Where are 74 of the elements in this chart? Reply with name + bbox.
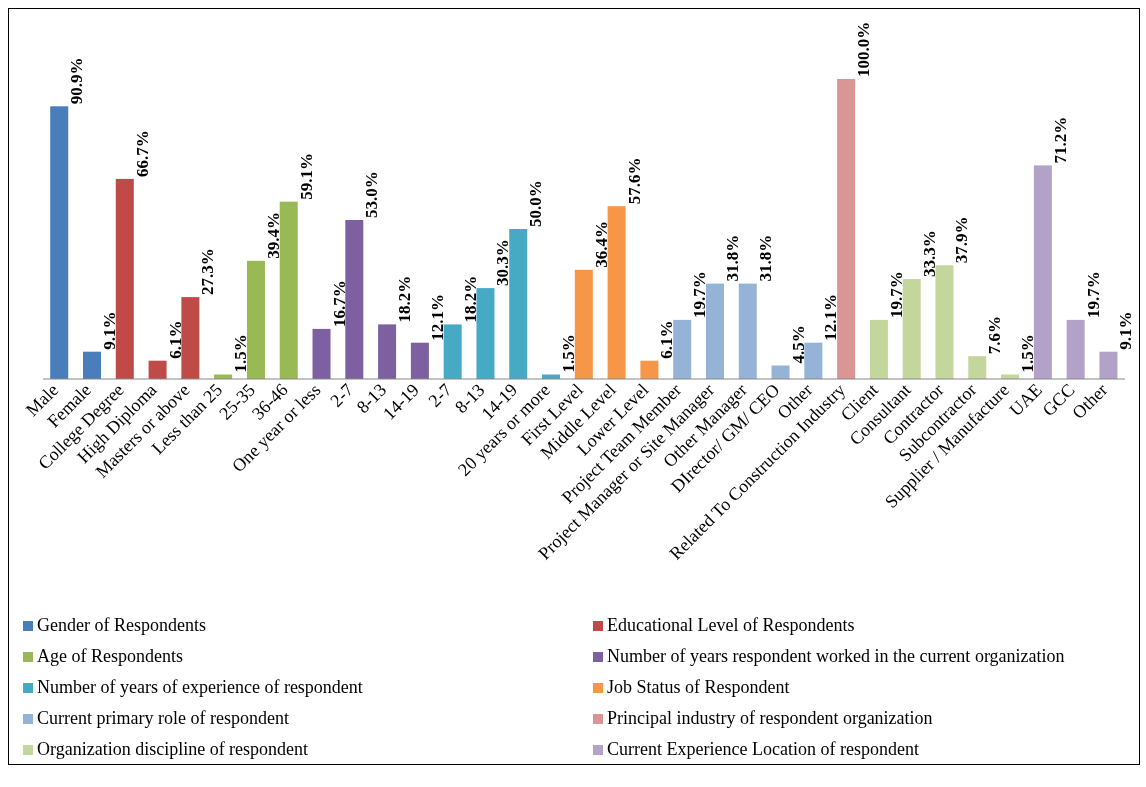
bar xyxy=(574,269,593,379)
bar xyxy=(804,342,823,379)
bar xyxy=(607,206,626,379)
bar xyxy=(246,260,265,379)
bar xyxy=(1033,165,1052,379)
data-label: 57.6% xyxy=(624,157,644,205)
bar xyxy=(837,79,856,379)
data-label: 7.6% xyxy=(985,315,1005,355)
legend-label: Job Status of Respondent xyxy=(607,677,790,698)
x-tick-label: 2-7 xyxy=(424,379,456,411)
bar xyxy=(476,288,495,379)
data-label: 16.7% xyxy=(329,280,349,327)
data-label: 9.1% xyxy=(1116,311,1136,350)
data-label: 6.1% xyxy=(657,320,677,359)
data-label: 36.4% xyxy=(591,221,611,268)
data-label: 30.3% xyxy=(493,239,513,287)
legend-label: Principal industry of respondent organization xyxy=(607,708,933,729)
bar xyxy=(443,324,462,379)
bar xyxy=(83,351,101,379)
bar xyxy=(968,356,987,379)
bar xyxy=(902,279,921,379)
data-label: 19.7% xyxy=(690,271,710,318)
bar xyxy=(705,283,724,379)
data-label: 31.8% xyxy=(755,234,775,282)
bar xyxy=(410,342,429,379)
bar xyxy=(279,201,298,379)
data-label: 19.7% xyxy=(1083,271,1103,318)
bar xyxy=(378,324,397,379)
legend-label: Age of Respondents xyxy=(37,646,183,667)
bar xyxy=(50,106,69,379)
bar xyxy=(509,229,528,379)
data-label: 50.0% xyxy=(526,180,546,227)
data-label: 1.5% xyxy=(559,334,579,373)
bar xyxy=(640,360,659,379)
data-label: 9.1% xyxy=(100,311,119,350)
legend-label: Number of years of experience of respondent xyxy=(37,677,363,698)
data-label: 12.1% xyxy=(427,293,447,341)
bar xyxy=(1066,319,1085,379)
data-label: 27.3% xyxy=(198,248,218,296)
data-label: 6.1% xyxy=(165,320,185,359)
data-label: 59.1% xyxy=(296,152,316,200)
legend-label: Educational Level of Respondents xyxy=(607,615,855,636)
bar xyxy=(312,328,331,379)
data-label: 4.5% xyxy=(788,325,808,364)
legend-label: Organization discipline of respondent xyxy=(37,739,309,760)
bar xyxy=(1099,351,1118,379)
bar xyxy=(181,297,200,379)
data-label: 37.9% xyxy=(952,216,972,264)
data-label: 12.1% xyxy=(821,293,841,341)
bar xyxy=(115,178,134,379)
data-label: 18.2% xyxy=(460,275,480,323)
data-label: 100.0% xyxy=(854,21,874,77)
data-label: 1.5% xyxy=(1018,334,1038,373)
bar xyxy=(345,220,364,379)
data-label: 66.7% xyxy=(132,130,152,177)
data-label: 53.0% xyxy=(362,171,382,218)
x-tick-label: 2-7 xyxy=(326,379,358,411)
data-label: 90.9% xyxy=(67,57,87,105)
legend-label: Current Experience Location of respondent xyxy=(607,739,919,760)
bar xyxy=(738,283,757,379)
bar xyxy=(869,319,888,379)
data-label: 31.8% xyxy=(722,234,742,282)
data-label: 19.7% xyxy=(886,271,906,318)
data-label: 33.3% xyxy=(919,230,939,278)
legend-label: Number of years respondent worked in the current organization xyxy=(607,646,1065,667)
data-label: 39.4% xyxy=(263,212,283,259)
bar xyxy=(673,319,692,379)
legend-label: Current primary role of respondent xyxy=(37,708,289,729)
legend-label: Gender of Respondents xyxy=(37,615,206,636)
bar xyxy=(148,360,167,379)
data-label: 18.2% xyxy=(395,275,415,323)
data-label: 71.2% xyxy=(1050,116,1070,164)
data-label: 1.5% xyxy=(231,334,251,373)
bar xyxy=(935,265,954,379)
